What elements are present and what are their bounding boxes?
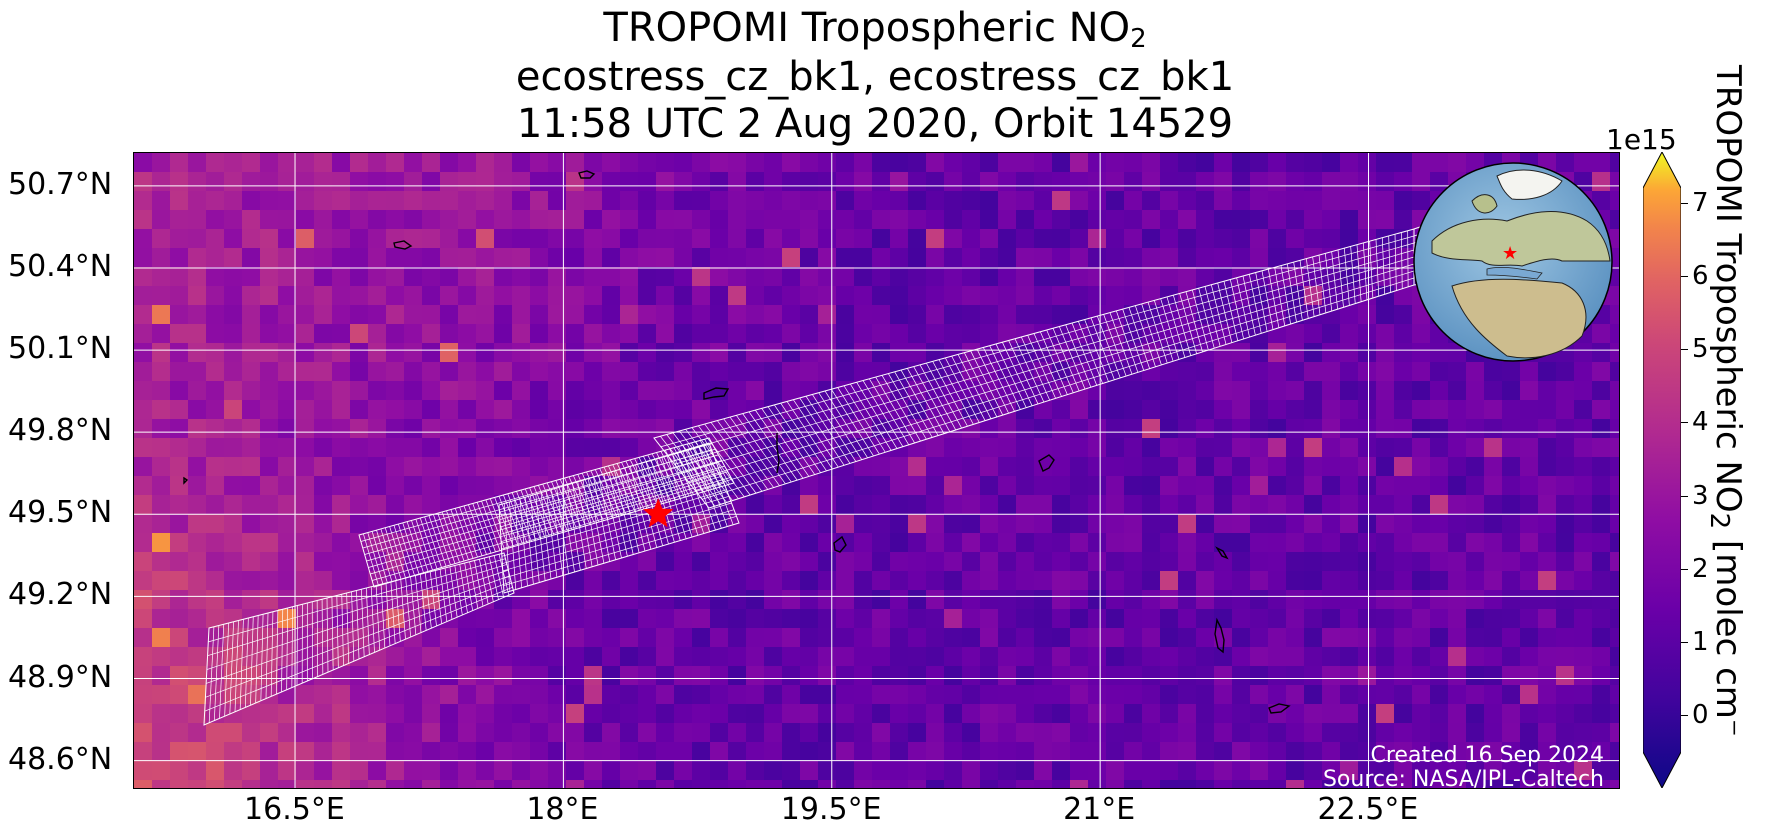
map-panel: ★ Created 16 Sep 2024 Source: NASA/JPL-C… — [133, 152, 1620, 789]
longitude-tick-label: 22.5°E — [1317, 792, 1419, 827]
colorbar-tick-mark — [1681, 642, 1688, 644]
lake-outline — [183, 476, 189, 485]
map-canvas — [134, 153, 1619, 788]
created-date: Created 16 Sep 2024 — [1370, 743, 1605, 768]
longitude-tick-label: 18°E — [526, 792, 599, 827]
latitude-tick-label: 48.6°N — [8, 741, 113, 777]
colorbar-tick-mark — [1681, 568, 1688, 570]
colorbar-tick-label: 3 — [1692, 480, 1709, 511]
colorbar-tick-mark — [1681, 422, 1688, 424]
colorbar-tick-label: 1 — [1692, 627, 1709, 658]
lake-outline — [1215, 546, 1229, 560]
latitude-tick-label: 48.9°N — [8, 659, 113, 695]
lake-outline — [1268, 703, 1291, 714]
colorbar-tick-mark — [1681, 495, 1688, 497]
colorbar-tick-label: 4 — [1692, 407, 1709, 438]
lake-outline — [1214, 617, 1225, 654]
latitude-tick-label: 50.7°N — [8, 166, 113, 202]
colorbar — [1643, 152, 1681, 788]
water-bodies — [183, 170, 1291, 714]
longitude-tick-label: 19.5°E — [780, 792, 882, 827]
colorbar-tick-label: 0 — [1692, 700, 1709, 731]
lake-outline — [578, 170, 596, 179]
colorbar-label: TROPOMI Tropospheric NO2 [molec cm⁻ — [1704, 65, 1748, 737]
colorbar-tick-mark — [1681, 202, 1688, 204]
lake-outline — [1038, 454, 1055, 472]
colorbar-tick-label: 2 — [1692, 553, 1709, 584]
colorbar-tick-label: 7 — [1692, 187, 1709, 218]
latitude-tick-label: 49.5°N — [8, 495, 113, 531]
latitude-tick-label: 50.4°N — [8, 248, 113, 284]
target-star-marker — [643, 498, 674, 528]
target-star — [643, 498, 674, 528]
latitude-tick-label: 50.1°N — [8, 331, 113, 367]
colorbar-tick-mark — [1681, 715, 1688, 717]
source-credit: Source: NASA/JPL-Caltech — [1322, 767, 1604, 789]
swath-segment — [653, 228, 1415, 509]
colorbar-tick-mark — [1681, 349, 1688, 351]
colorbar-tick-label: 6 — [1692, 260, 1709, 291]
swath-segment — [498, 442, 740, 594]
lake-outline — [703, 387, 730, 400]
longitude-tick-label: 16.5°E — [244, 792, 345, 827]
globe-europe-icon: ★ — [1413, 162, 1613, 362]
longitude-tick-label: 21°E — [1063, 792, 1136, 827]
lake-outline — [393, 240, 413, 250]
globe-inset: ★ — [1412, 161, 1614, 363]
colorbar-tick-mark — [1681, 275, 1688, 277]
river-outline — [776, 433, 780, 474]
globe-target-marker: ★ — [1502, 243, 1518, 264]
title-line-2: ecostress_cz_bk1, ecostress_cz_bk1 — [515, 54, 1235, 100]
colorbar-exponent: 1e15 — [1606, 123, 1677, 156]
latitude-tick-label: 49.8°N — [8, 413, 113, 449]
title-line-3: 11:58 UTC 2 Aug 2020, Orbit 14529 — [516, 101, 1234, 147]
latitude-tick-label: 49.2°N — [8, 577, 113, 613]
lake-outline — [833, 535, 847, 553]
swath-segment — [203, 552, 515, 726]
title-line-1: TROPOMI Tropospheric NO2 — [603, 5, 1147, 54]
colorbar-tick-label: 5 — [1692, 334, 1709, 365]
